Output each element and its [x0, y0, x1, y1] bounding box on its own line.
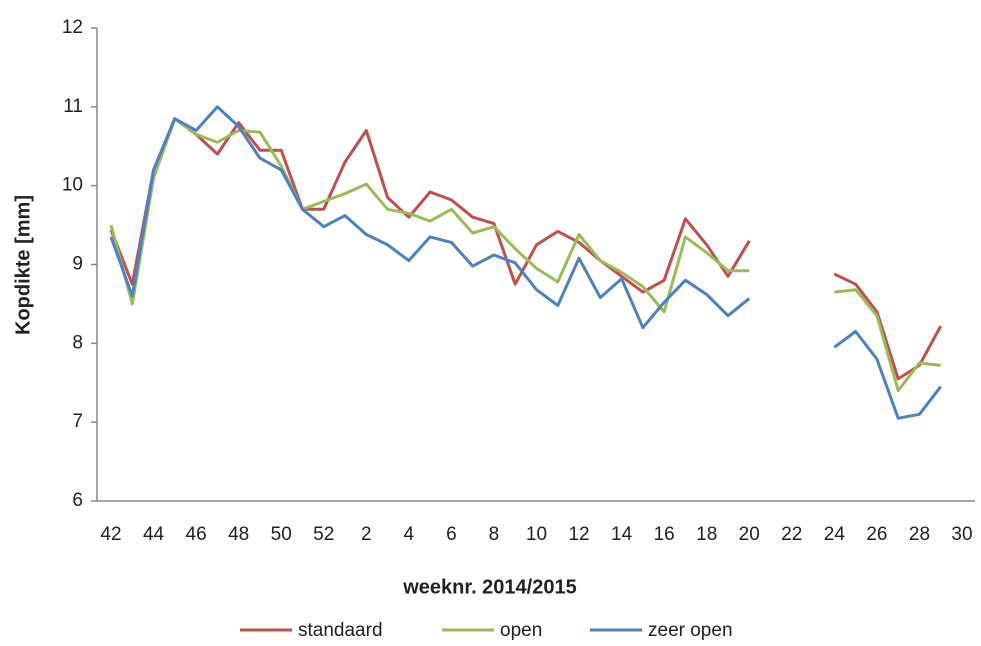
x-tick-label: 20: [739, 524, 760, 545]
x-tick-label: 10: [526, 524, 547, 545]
y-tick-label: 6: [72, 490, 83, 511]
y-tick-label: 10: [62, 175, 83, 196]
x-tick-label: 42: [100, 524, 121, 545]
legend-label: open: [500, 620, 542, 641]
x-tick-label: 18: [696, 524, 717, 545]
x-tick-label: 16: [654, 524, 675, 545]
x-tick-label: 44: [143, 524, 165, 545]
y-tick-label: 9: [72, 254, 83, 275]
x-tick-label: 22: [781, 524, 802, 545]
x-tick-label: 30: [951, 524, 972, 545]
y-tick-label: 8: [72, 332, 83, 353]
x-tick-label: 4: [404, 524, 415, 545]
legend-label: standaard: [298, 620, 383, 641]
x-tick-label: 8: [489, 524, 500, 545]
x-tick-label: 52: [313, 524, 334, 545]
x-tick-label: 48: [228, 524, 249, 545]
x-tick-label: 28: [909, 524, 930, 545]
x-axis-label: weeknr. 2014/2015: [402, 576, 576, 598]
legend-label: zeer open: [648, 620, 733, 641]
x-tick-label: 24: [824, 524, 846, 545]
data-line: [109, 117, 941, 393]
x-tick-label: 2: [361, 524, 372, 545]
x-tick-label: 46: [186, 524, 207, 545]
y-tick-label: 7: [72, 411, 83, 432]
x-tick-label: 50: [271, 524, 292, 545]
data-line: [109, 117, 943, 381]
y-tick-label: 11: [63, 96, 83, 117]
x-tick-label: 12: [568, 524, 589, 545]
y-tick-label: 12: [62, 17, 83, 38]
x-tick-label: 6: [446, 524, 457, 545]
x-tick-label: 26: [866, 524, 887, 545]
data-line: [109, 105, 942, 420]
x-tick-label: 14: [611, 524, 633, 545]
y-axis-label: Kopdikte [mm]: [12, 195, 34, 335]
